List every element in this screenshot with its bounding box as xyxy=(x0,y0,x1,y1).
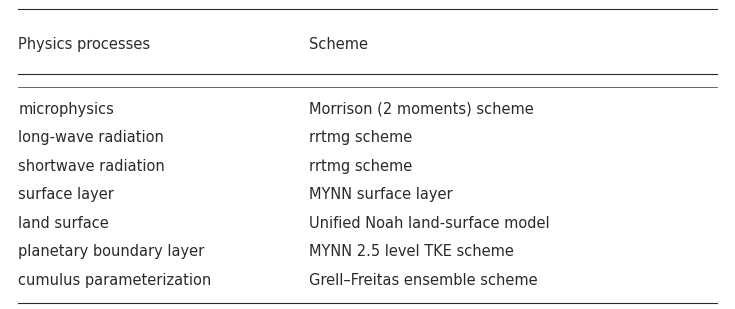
Text: Morrison (2 moments) scheme: Morrison (2 moments) scheme xyxy=(309,102,534,117)
Text: long-wave radiation: long-wave radiation xyxy=(18,130,164,146)
Text: microphysics: microphysics xyxy=(18,102,114,117)
Text: Scheme: Scheme xyxy=(309,37,368,52)
Text: Physics processes: Physics processes xyxy=(18,37,151,52)
Text: MYNN 2.5 level TKE scheme: MYNN 2.5 level TKE scheme xyxy=(309,244,514,259)
Text: surface layer: surface layer xyxy=(18,187,114,202)
Text: rrtmg scheme: rrtmg scheme xyxy=(309,159,412,174)
Text: Unified Noah land-surface model: Unified Noah land-surface model xyxy=(309,216,549,231)
Text: land surface: land surface xyxy=(18,216,109,231)
Text: cumulus parameterization: cumulus parameterization xyxy=(18,273,212,288)
Text: rrtmg scheme: rrtmg scheme xyxy=(309,130,412,146)
Text: Grell–Freitas ensemble scheme: Grell–Freitas ensemble scheme xyxy=(309,273,537,288)
Text: MYNN surface layer: MYNN surface layer xyxy=(309,187,452,202)
Text: shortwave radiation: shortwave radiation xyxy=(18,159,165,174)
Text: planetary boundary layer: planetary boundary layer xyxy=(18,244,204,259)
